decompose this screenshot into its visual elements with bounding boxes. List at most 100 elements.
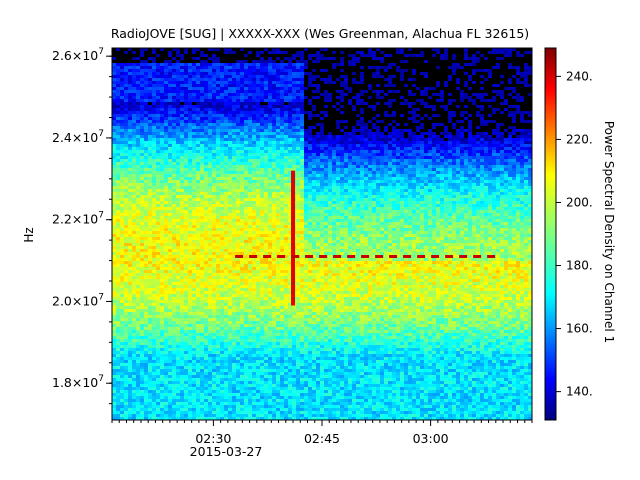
spectrogram-cell	[192, 141, 196, 144]
spectrogram-cell	[204, 222, 208, 225]
spectrogram-cell	[324, 180, 328, 183]
spectrogram-cell	[140, 120, 144, 123]
spectrogram-cell	[192, 57, 196, 60]
spectrogram-cell	[152, 207, 156, 210]
spectrogram-cell	[116, 174, 120, 177]
spectrogram-cell	[240, 72, 244, 75]
spectrogram-cell	[316, 90, 320, 93]
spectrogram-cell	[184, 114, 188, 117]
spectrogram-cell	[116, 153, 120, 156]
spectrogram-cell	[308, 126, 312, 129]
spectrogram-cell	[176, 99, 180, 102]
spectrogram-cell	[432, 150, 436, 153]
spectrogram-cell	[224, 66, 228, 69]
spectrogram-cell	[432, 201, 436, 204]
spectrogram-cell	[304, 201, 308, 204]
spectrogram-cell	[112, 99, 116, 102]
spectrogram-cell	[244, 195, 248, 198]
spectrogram-cell	[256, 174, 260, 177]
spectrogram-cell	[424, 75, 428, 78]
spectrogram-cell	[504, 219, 508, 222]
spectrogram-cell	[220, 168, 224, 171]
spectrogram-cell	[196, 90, 200, 93]
spectrogram-cell	[324, 111, 328, 114]
spectrogram-cell	[244, 159, 248, 162]
spectrogram-cell	[440, 93, 444, 96]
spectrogram-cell	[468, 168, 472, 171]
spectrogram-cell	[224, 63, 228, 66]
spectrogram-cell	[388, 99, 392, 102]
spectrogram-cell	[388, 177, 392, 180]
spectrogram-cell	[244, 117, 248, 120]
spectrogram-cell	[524, 192, 528, 195]
spectrogram-cell	[196, 126, 200, 129]
spectrogram-cell	[140, 201, 144, 204]
spectrogram-cell	[360, 120, 364, 123]
spectrogram-cell	[316, 135, 320, 138]
spectrogram-cell	[200, 165, 204, 168]
spectrogram-cell	[300, 120, 304, 123]
spectrogram-cell	[524, 153, 528, 156]
spectrogram-cell	[224, 69, 228, 72]
spectrogram-cell	[304, 87, 308, 90]
spectrogram-cell	[188, 201, 192, 204]
spectrogram-cell	[156, 156, 160, 159]
spectrogram-cell	[504, 144, 508, 147]
spectrogram-cell	[316, 204, 320, 207]
spectrogram-cell	[156, 93, 160, 96]
spectrogram-cell	[288, 60, 292, 63]
spectrogram-cell	[260, 66, 264, 69]
spectrogram-cell	[332, 171, 336, 174]
spectrogram-cell	[444, 147, 448, 150]
spectrogram-cell	[236, 153, 240, 156]
spectrogram-cell	[528, 132, 532, 135]
spectrogram-cell	[252, 186, 256, 189]
spectrogram-cell	[236, 192, 240, 195]
spectrogram-cell	[204, 93, 208, 96]
spectrogram-cell	[128, 123, 132, 126]
spectrogram-cell	[244, 72, 248, 75]
spectrogram-cell	[112, 204, 116, 207]
spectrogram-cell	[428, 117, 432, 120]
spectrogram-cell	[192, 177, 196, 180]
spectrogram-cell	[320, 57, 324, 60]
spectrogram-cell	[136, 144, 140, 147]
spectrogram-cell	[364, 183, 368, 186]
spectrogram-cell	[480, 147, 484, 150]
spectrogram-cell	[260, 180, 264, 183]
spectrogram-cell	[268, 180, 272, 183]
spectrogram-cell	[236, 141, 240, 144]
spectrogram-cell	[484, 180, 488, 183]
spectrogram-cell	[500, 75, 504, 78]
spectrogram-cell	[292, 150, 296, 153]
spectrogram-cell	[164, 159, 168, 162]
spectrogram-cell	[176, 201, 180, 204]
spectrogram-cell	[464, 165, 468, 168]
spectrogram-cell	[272, 90, 276, 93]
spectrogram-cell	[388, 150, 392, 153]
spectrogram-cell	[320, 126, 324, 129]
spectrogram-cell	[404, 69, 408, 72]
spectrogram-cell	[224, 189, 228, 192]
spectrogram-cell	[256, 132, 260, 135]
spectrogram-cell	[420, 99, 424, 102]
spectrogram-cell	[356, 153, 360, 156]
spectrogram-cell	[376, 207, 380, 210]
spectrogram-cell	[124, 168, 128, 171]
spectrogram-cell	[252, 183, 256, 186]
spectrogram-cell	[216, 87, 220, 90]
spectrogram-cell	[476, 51, 480, 54]
spectrogram-cell	[176, 174, 180, 177]
spectrogram-cell	[284, 147, 288, 150]
spectrogram-cell	[116, 171, 120, 174]
spectrogram-cell	[452, 198, 456, 201]
spectrogram-cell	[420, 144, 424, 147]
spectrogram-cell	[136, 120, 140, 123]
spectrogram-cell	[276, 57, 280, 60]
spectrogram-cell	[244, 204, 248, 207]
spectrogram-cell	[296, 213, 300, 216]
spectrogram-cell	[468, 171, 472, 174]
spectrogram-cell	[476, 180, 480, 183]
spectrogram-cell	[332, 207, 336, 210]
spectrogram-cell	[512, 195, 516, 198]
